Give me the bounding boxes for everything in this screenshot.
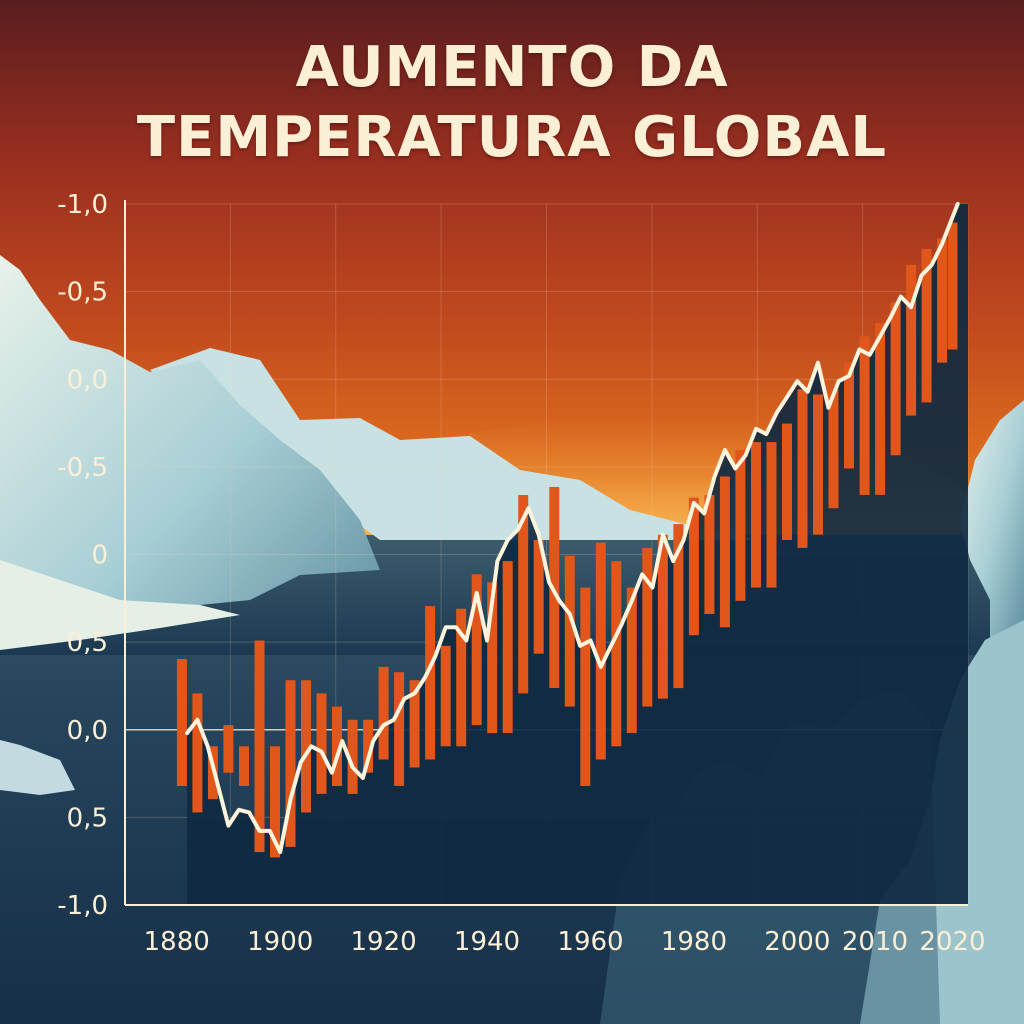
right-glacier: [960, 400, 1024, 640]
bar: [176, 659, 187, 786]
bar: [285, 680, 296, 847]
bar: [813, 394, 823, 535]
x-tick-label: 1940: [454, 927, 520, 957]
bar: [642, 547, 653, 707]
bar: [735, 450, 746, 601]
bar: [564, 555, 575, 707]
y-tick-label: 0,5: [67, 628, 108, 658]
bar: [502, 561, 513, 733]
x-tick-label: 1960: [557, 927, 623, 957]
y-tick-label: 0: [91, 541, 108, 571]
bar: [580, 587, 591, 786]
y-tick-label: -0,5: [57, 278, 108, 308]
bar: [192, 693, 203, 813]
bar: [626, 587, 637, 734]
bar: [378, 666, 389, 760]
y-tick-label: 0,0: [67, 365, 108, 395]
bar: [766, 442, 777, 588]
x-tick-label: 2000: [764, 927, 830, 957]
temperature-chart: -1,0 -0,5 0,0 -0,5 0 0,5 0,0 0,5 -1,0 1880 1900 19…: [57, 190, 985, 957]
bar: [704, 495, 715, 614]
bar: [471, 574, 482, 726]
bar: [549, 487, 560, 688]
bar: [332, 706, 342, 786]
bar: [937, 238, 948, 363]
left-glacier: [0, 255, 380, 640]
far-glacier: [150, 348, 760, 540]
bar: [947, 222, 958, 350]
bar: [906, 264, 917, 416]
bar: [797, 389, 808, 548]
bar: [828, 389, 839, 509]
bar: [859, 336, 870, 495]
bar: [223, 725, 234, 773]
bar: [890, 301, 901, 456]
bar: [456, 608, 467, 747]
bar: [518, 495, 529, 694]
bar: [611, 561, 622, 747]
x-tick-labels: 1880 1900 1920 1940 1960 1980 2000 2010 2020: [144, 927, 986, 957]
chart-title-line-2: TEMPERATURA GLOBAL: [136, 105, 888, 170]
x-tick-label: 2020: [919, 927, 985, 957]
bar: [440, 645, 451, 747]
y-tick-label: 0,5: [67, 803, 108, 833]
bar: [316, 693, 327, 794]
bar: [239, 746, 249, 786]
bar: [425, 606, 436, 760]
y-tick-labels: -1,0 -0,5 0,0 -0,5 0 0,5 0,0 0,5 -1,0: [57, 190, 108, 921]
left-ice-shelf: [0, 560, 240, 650]
bar: [875, 323, 886, 495]
bar: [751, 442, 761, 588]
bar: [254, 640, 265, 853]
chart-axes: [124, 200, 968, 906]
bar: [688, 497, 699, 636]
bar: [394, 672, 405, 786]
y-tick-label: 0,0: [67, 716, 108, 746]
bar: [844, 362, 854, 469]
bar: [270, 746, 280, 858]
bar: [363, 719, 374, 773]
bar: [673, 524, 684, 689]
chart-title-line-1: AUMENTO DA: [295, 35, 729, 100]
bar: [347, 719, 358, 794]
left-floe: [0, 740, 75, 795]
bar: [657, 534, 668, 699]
y-tick-label: -1,0: [57, 891, 108, 921]
x-tick-label: 1920: [351, 927, 417, 957]
bar: [487, 582, 498, 734]
bar: [719, 476, 730, 628]
bar: [533, 540, 544, 654]
y-tick-label: -0,5: [57, 453, 108, 483]
x-tick-label: 1900: [247, 927, 313, 957]
bar: [595, 542, 606, 760]
chart-bars: [176, 222, 958, 858]
y-tick-label: -1,0: [57, 190, 108, 220]
x-tick-label: 1880: [144, 927, 210, 957]
bar: [301, 680, 311, 813]
bar: [409, 680, 420, 768]
temperature-line: [185, 202, 960, 855]
bar: [921, 249, 932, 403]
bar: [782, 423, 792, 540]
x-tick-label: 2010: [842, 927, 908, 957]
x-tick-label: 1980: [661, 927, 727, 957]
